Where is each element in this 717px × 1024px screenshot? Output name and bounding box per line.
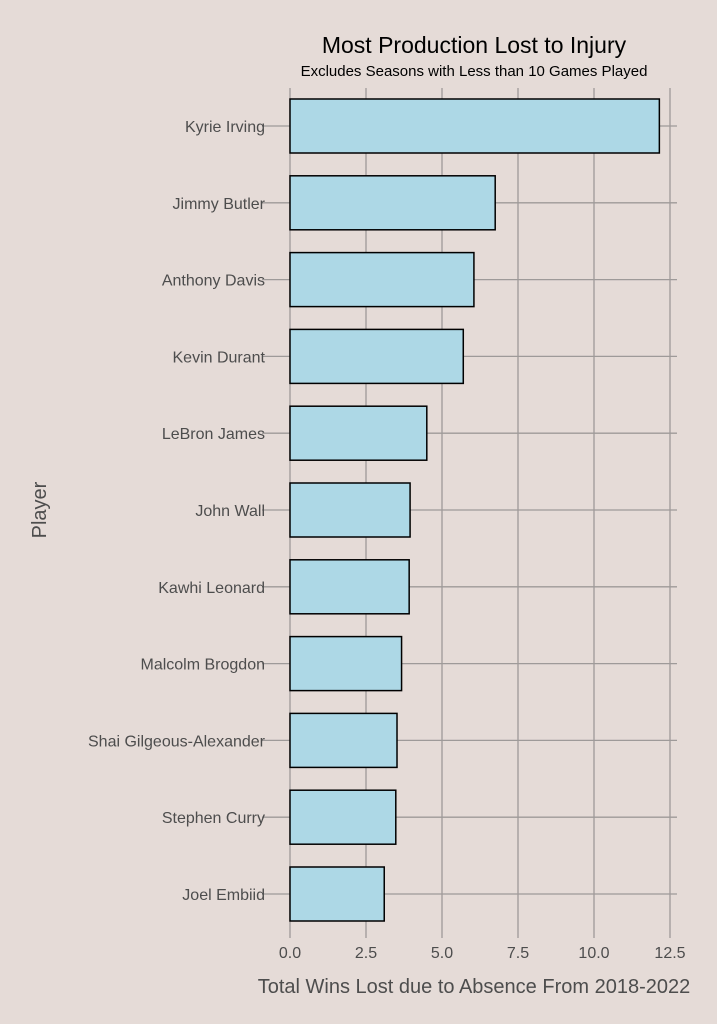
y-tick-label: Kawhi Leonard	[158, 580, 265, 597]
bars	[289, 98, 661, 922]
y-tick-label: Stephen Curry	[162, 810, 265, 827]
bar-stephen-curry	[289, 789, 397, 845]
y-tick-label: LeBron James	[162, 426, 265, 443]
x-tick-label: 7.5	[507, 945, 529, 962]
y-tick-label: John Wall	[195, 503, 265, 520]
x-tick-label: 12.5	[654, 945, 685, 962]
y-axis-title: Player	[29, 481, 51, 538]
x-tick-label: 10.0	[578, 945, 609, 962]
x-axis-title: Total Wins Lost due to Absence From 2018…	[258, 976, 690, 998]
bar-kevin-durant	[289, 328, 465, 385]
chart-subtitle: Excludes Seasons with Less than 10 Games…	[301, 63, 648, 80]
bar-joel-embiid	[289, 866, 385, 922]
y-tick-label: Shai Gilgeous-Alexander	[88, 733, 266, 750]
y-tick-label: Kevin Durant	[173, 349, 266, 366]
y-tick-label: Joel Embiid	[182, 887, 265, 904]
bar-kawhi-leonard	[289, 559, 410, 615]
x-tick-label: 2.5	[355, 945, 377, 962]
bar-shai-gilgeous-alexander	[289, 712, 398, 769]
bar-kyrie-irving	[289, 98, 661, 154]
y-tick-label: Anthony Davis	[162, 273, 265, 290]
chart-title: Most Production Lost to Injury	[322, 32, 627, 58]
y-tick-labels: Kyrie Irving Jimmy Butler Anthony Davis Kev…	[88, 119, 266, 904]
y-tick-label: Kyrie Irving	[185, 119, 265, 136]
bar-jimmy-butler	[289, 175, 496, 231]
x-tick-labels: 0.0 2.5 5.0 7.5 10.0 12.5	[279, 945, 686, 962]
bar-john-wall	[289, 482, 411, 538]
x-tick-label: 0.0	[279, 945, 301, 962]
y-tick-label: Malcolm Brogdon	[141, 657, 266, 674]
bar-lebron-james	[289, 405, 428, 461]
y-tick-label: Jimmy Butler	[173, 196, 266, 213]
bar-anthony-davis	[289, 251, 475, 308]
x-tick-label: 5.0	[431, 945, 453, 962]
bar-malcolm-brogdon	[289, 635, 403, 692]
